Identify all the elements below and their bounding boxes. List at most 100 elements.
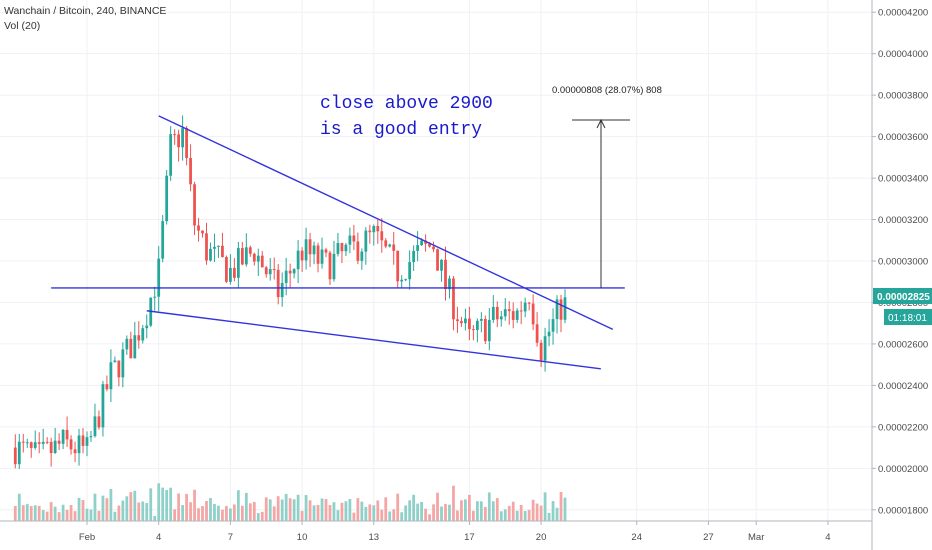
candle-body [133, 335, 137, 359]
volume-bar [555, 507, 559, 521]
candle-body [328, 252, 332, 280]
volume-bar [244, 492, 248, 521]
volume-bar [527, 509, 531, 521]
volume-bar [328, 505, 332, 521]
volume-bar [77, 497, 81, 521]
candle-body [412, 250, 416, 263]
volume-bar [408, 500, 412, 521]
price-tick-label: 0.00002200 [878, 422, 928, 433]
volume-bar [57, 512, 61, 521]
candle-body [503, 309, 507, 317]
candle-body [495, 306, 499, 320]
candle-body [320, 249, 324, 264]
volume-bar [232, 504, 236, 521]
candle-body [225, 257, 228, 282]
candle-body [456, 319, 459, 322]
volume-bar [468, 494, 471, 521]
candle-body [475, 320, 479, 330]
price-tick-label: 0.00004000 [878, 49, 928, 60]
candle-body [244, 247, 248, 265]
volume-bar [85, 508, 89, 521]
volume-bar [185, 493, 188, 521]
candle-body [25, 442, 29, 444]
candle-body [336, 243, 340, 254]
price-axis[interactable]: 0.00004200 0.00004000 0.00003800 0.00003600… [872, 8, 928, 517]
volume-bar [372, 505, 376, 521]
volume-bar [551, 501, 555, 521]
volume-bar [49, 502, 53, 521]
chart-grid [0, 0, 872, 521]
candle-body [344, 244, 348, 252]
volume-bar [440, 506, 443, 521]
candle-body [33, 442, 37, 448]
volume-bar [300, 510, 304, 521]
volume-bar [340, 502, 344, 521]
volume-bar [392, 509, 396, 521]
candle-body [368, 230, 372, 233]
time-tick-label: Feb [79, 532, 95, 543]
volume-bar [97, 510, 101, 521]
candle-body [217, 245, 220, 247]
candle-body [280, 282, 284, 298]
candle-body [491, 306, 495, 320]
volume-bar [236, 490, 240, 521]
volume-bar [65, 509, 69, 521]
candle-body [511, 311, 515, 320]
candle-body [372, 226, 376, 233]
volume-bar [539, 505, 543, 521]
candle-body [177, 134, 181, 148]
time-axis[interactable]: Feb 4 7 10 13 17 20 24 27 Mar 4 [79, 521, 831, 543]
volume-bar [129, 492, 133, 521]
symbol-legend[interactable]: Wanchain / Bitcoin, 240, BINANCE [4, 5, 167, 17]
volume-bar [205, 500, 208, 521]
candle-body [460, 321, 463, 324]
candle-body [428, 243, 431, 247]
candle-body [276, 269, 280, 298]
candle-body [189, 158, 192, 185]
candle-body [408, 262, 412, 280]
candle-body [499, 316, 503, 320]
trend-lines[interactable] [51, 115, 625, 370]
candle-body [229, 267, 232, 282]
volume-legend[interactable]: Vol (20) [4, 20, 41, 32]
candle-body [81, 435, 85, 446]
volume-bar [336, 510, 340, 521]
volume-bar [416, 503, 420, 521]
candle-body [117, 360, 121, 378]
candle-body [264, 267, 268, 275]
candle-body [515, 310, 519, 320]
volume-bar [368, 504, 372, 521]
candle-body [57, 440, 61, 444]
volume-bar [432, 504, 435, 521]
candle-body [161, 221, 165, 259]
candle-body [221, 245, 224, 258]
volume-bar [288, 498, 292, 521]
volume-bar [471, 510, 475, 521]
volume-bar [499, 511, 503, 521]
candle-body [201, 230, 204, 234]
volume-bar [475, 501, 479, 521]
volume-bar [173, 509, 177, 521]
candle-body [268, 269, 272, 275]
volume-bar [523, 510, 527, 521]
measure-arrow-head [596, 118, 606, 129]
trend-line [158, 115, 614, 331]
price-tick-label: 0.00001800 [878, 505, 928, 516]
candle-body [324, 249, 328, 253]
volume-bar [364, 506, 368, 521]
volume-bar [41, 510, 45, 521]
candle-body [531, 303, 535, 325]
measure-tool[interactable]: 0.00000808 (28.07%) 808 [552, 85, 662, 288]
volume-bar [45, 511, 49, 521]
annotation-note[interactable]: close above 2900 is a good entry [320, 94, 493, 140]
volume-bar [420, 501, 423, 521]
candle-body [416, 245, 420, 251]
volume-bar [141, 501, 145, 521]
candle-body [388, 244, 392, 247]
candle-body [396, 250, 400, 282]
candle-body [519, 310, 523, 312]
candle-body [213, 246, 216, 249]
time-tick-label: 20 [536, 532, 547, 543]
